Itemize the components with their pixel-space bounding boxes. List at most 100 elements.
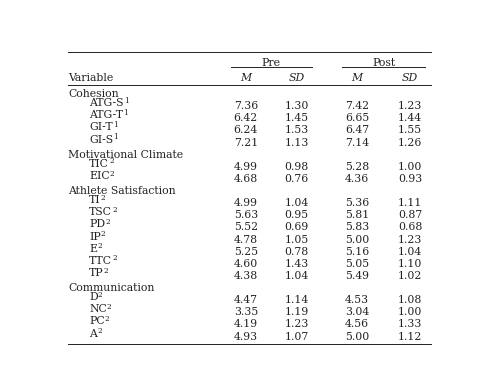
Text: 5.63: 5.63 <box>234 210 258 220</box>
Text: 1.00: 1.00 <box>398 162 422 172</box>
Text: M: M <box>240 73 251 82</box>
Text: NC: NC <box>89 304 107 314</box>
Text: Post: Post <box>372 57 395 68</box>
Text: 0.98: 0.98 <box>284 162 309 172</box>
Text: 1.44: 1.44 <box>398 113 422 123</box>
Text: 1.33: 1.33 <box>398 320 422 330</box>
Text: 1.12: 1.12 <box>398 332 422 342</box>
Text: 1.02: 1.02 <box>398 271 422 281</box>
Text: 2: 2 <box>105 218 110 226</box>
Text: 5.81: 5.81 <box>345 210 369 220</box>
Text: Cohesion: Cohesion <box>68 89 119 99</box>
Text: 0.76: 0.76 <box>284 174 309 184</box>
Text: 1.23: 1.23 <box>284 320 309 330</box>
Text: 3.04: 3.04 <box>345 308 369 317</box>
Text: ATG-S: ATG-S <box>89 98 124 108</box>
Text: 0.95: 0.95 <box>285 210 309 220</box>
Text: 1.23: 1.23 <box>398 235 422 244</box>
Text: 1.55: 1.55 <box>398 126 422 135</box>
Text: A: A <box>89 328 97 339</box>
Text: 2: 2 <box>101 230 106 238</box>
Text: 3.35: 3.35 <box>234 308 258 317</box>
Text: 1.13: 1.13 <box>284 138 309 148</box>
Text: 1.04: 1.04 <box>284 198 309 208</box>
Text: 4.47: 4.47 <box>234 295 258 305</box>
Text: 2: 2 <box>97 242 102 250</box>
Text: 5.49: 5.49 <box>345 271 369 281</box>
Text: TP: TP <box>89 268 104 278</box>
Text: 5.83: 5.83 <box>345 222 369 232</box>
Text: 7.21: 7.21 <box>234 138 258 148</box>
Text: 7.14: 7.14 <box>345 138 369 148</box>
Text: EIC: EIC <box>89 171 110 181</box>
Text: 1.43: 1.43 <box>284 259 309 269</box>
Text: TI: TI <box>89 195 101 205</box>
Text: 4.60: 4.60 <box>234 259 258 269</box>
Text: 4.68: 4.68 <box>234 174 258 184</box>
Text: ATG-T: ATG-T <box>89 110 123 120</box>
Text: 2: 2 <box>110 170 114 177</box>
Text: 1: 1 <box>124 97 129 105</box>
Text: 2: 2 <box>101 194 105 202</box>
Text: GI-T: GI-T <box>89 123 113 132</box>
Text: 5.36: 5.36 <box>345 198 369 208</box>
Text: Variable: Variable <box>68 73 113 82</box>
Text: 1.14: 1.14 <box>284 295 309 305</box>
Text: 1.00: 1.00 <box>398 308 422 317</box>
Text: IP: IP <box>89 232 101 242</box>
Text: 6.24: 6.24 <box>234 126 258 135</box>
Text: TTC: TTC <box>89 256 112 266</box>
Text: 7.36: 7.36 <box>234 101 258 111</box>
Text: 2: 2 <box>109 158 113 165</box>
Text: 1: 1 <box>123 109 128 117</box>
Text: 0.87: 0.87 <box>398 210 422 220</box>
Text: 1: 1 <box>113 133 118 141</box>
Text: 2: 2 <box>98 291 103 299</box>
Text: SD: SD <box>402 73 418 82</box>
Text: GI-S: GI-S <box>89 135 113 145</box>
Text: D: D <box>89 292 98 302</box>
Text: 7.42: 7.42 <box>345 101 369 111</box>
Text: TSC: TSC <box>89 207 112 218</box>
Text: 6.65: 6.65 <box>345 113 369 123</box>
Text: 2: 2 <box>105 315 110 323</box>
Text: 0.93: 0.93 <box>398 174 422 184</box>
Text: PC: PC <box>89 316 105 327</box>
Text: 0.78: 0.78 <box>284 247 309 257</box>
Text: 2: 2 <box>112 206 117 214</box>
Text: Motivational Climate: Motivational Climate <box>68 150 184 160</box>
Text: 5.16: 5.16 <box>345 247 369 257</box>
Text: 4.53: 4.53 <box>345 295 369 305</box>
Text: 1.04: 1.04 <box>284 271 309 281</box>
Text: 4.78: 4.78 <box>234 235 258 244</box>
Text: 1.19: 1.19 <box>284 308 309 317</box>
Text: 1.53: 1.53 <box>284 126 309 135</box>
Text: 5.00: 5.00 <box>345 235 369 244</box>
Text: 5.52: 5.52 <box>234 222 258 232</box>
Text: 2: 2 <box>97 327 102 335</box>
Text: 1.45: 1.45 <box>285 113 309 123</box>
Text: E: E <box>89 244 97 254</box>
Text: Athlete Satisfaction: Athlete Satisfaction <box>68 186 176 196</box>
Text: 4.38: 4.38 <box>234 271 258 281</box>
Text: PD: PD <box>89 219 105 230</box>
Text: 0.68: 0.68 <box>398 222 422 232</box>
Text: 4.93: 4.93 <box>234 332 258 342</box>
Text: 5.00: 5.00 <box>345 332 369 342</box>
Text: 0.69: 0.69 <box>284 222 309 232</box>
Text: M: M <box>352 73 363 82</box>
Text: 6.47: 6.47 <box>345 126 369 135</box>
Text: 1.04: 1.04 <box>398 247 422 257</box>
Text: 1.07: 1.07 <box>284 332 309 342</box>
Text: 1.26: 1.26 <box>398 138 422 148</box>
Text: 2: 2 <box>104 267 109 274</box>
Text: 1.10: 1.10 <box>398 259 422 269</box>
Text: 5.25: 5.25 <box>234 247 258 257</box>
Text: 2: 2 <box>107 303 112 311</box>
Text: 1.30: 1.30 <box>284 101 309 111</box>
Text: 1.08: 1.08 <box>398 295 422 305</box>
Text: 6.42: 6.42 <box>234 113 258 123</box>
Text: 2: 2 <box>112 255 117 262</box>
Text: 4.99: 4.99 <box>234 198 258 208</box>
Text: 1.11: 1.11 <box>398 198 422 208</box>
